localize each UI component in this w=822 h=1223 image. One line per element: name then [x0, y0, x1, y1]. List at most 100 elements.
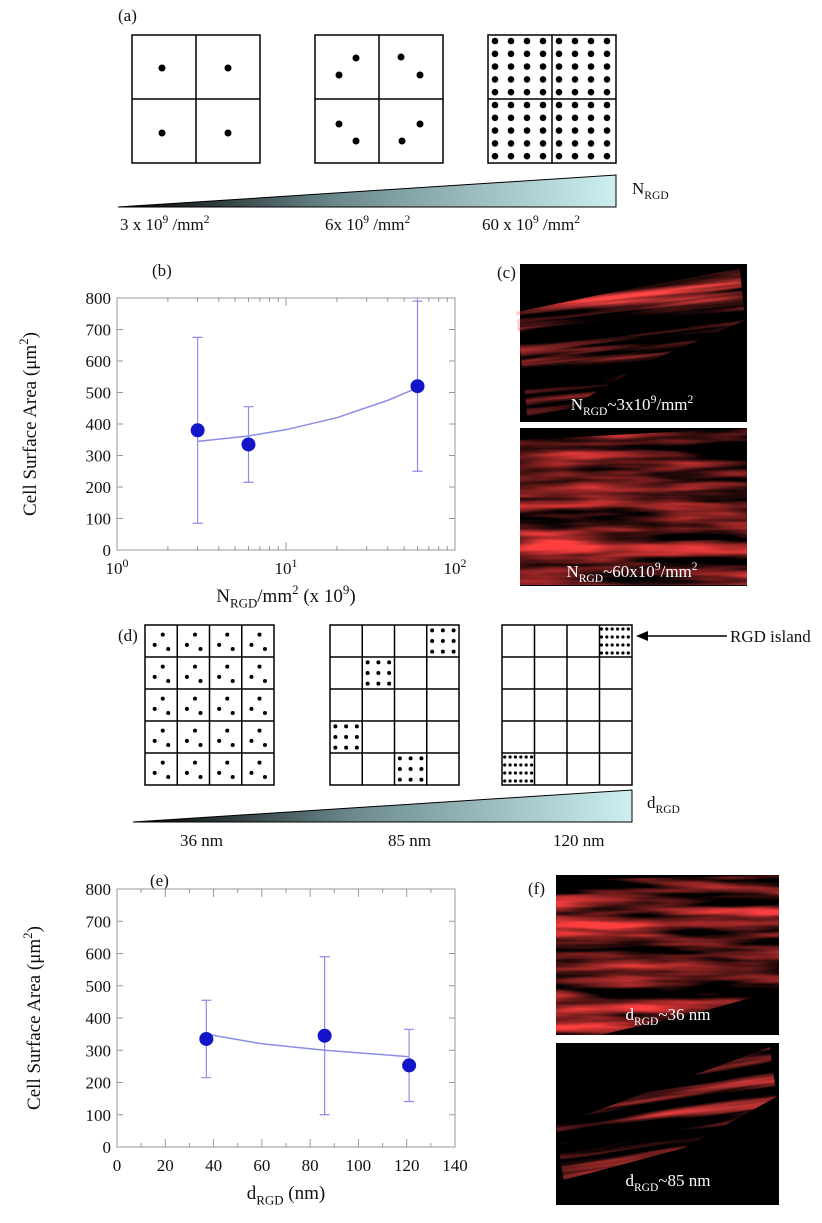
dot — [513, 779, 518, 783]
dot — [523, 127, 531, 134]
dot — [166, 679, 171, 683]
dot — [160, 664, 165, 669]
dot — [507, 152, 515, 160]
dot — [440, 639, 445, 643]
dot — [519, 755, 523, 759]
panel-label: (f) — [528, 879, 545, 898]
y-tick-label: 100 — [86, 510, 112, 529]
dot — [587, 88, 595, 96]
text-run: 9 — [651, 393, 657, 406]
dot — [555, 76, 563, 83]
text-run: N — [566, 562, 578, 581]
x-axis-label: dRGD (nm) — [247, 1183, 325, 1208]
dot — [491, 140, 499, 147]
dot — [610, 635, 614, 639]
dot — [555, 88, 563, 96]
x-tick-label: 120 — [394, 1156, 420, 1175]
dot — [603, 37, 611, 45]
dot — [539, 63, 547, 70]
dot — [397, 767, 402, 771]
y-tick-label: 400 — [86, 415, 112, 434]
dot — [225, 728, 230, 733]
fit-line — [197, 387, 418, 443]
dot — [571, 88, 579, 96]
dot — [519, 771, 523, 775]
dot — [160, 696, 165, 701]
text-run: (x 10 — [299, 586, 343, 607]
dot — [440, 649, 445, 654]
y-tick-label: 100 — [86, 1106, 112, 1125]
data-point — [317, 1028, 332, 1043]
dot — [519, 779, 523, 783]
dot — [430, 628, 435, 633]
dot — [491, 76, 499, 83]
y-tick-label: 600 — [86, 945, 112, 964]
dot — [587, 37, 595, 45]
dot — [419, 767, 424, 771]
dot — [571, 140, 579, 147]
dot — [184, 674, 189, 679]
dot — [524, 779, 528, 783]
gradient-label: dRGD — [647, 793, 680, 816]
dot — [529, 771, 534, 775]
y-tick-label: 200 — [86, 1074, 112, 1093]
y-tick-label: 500 — [86, 384, 112, 403]
dot — [571, 127, 579, 134]
dot — [225, 664, 230, 669]
dot — [587, 127, 595, 134]
dot — [365, 660, 370, 665]
text-run: /mm — [656, 395, 687, 414]
text-run: N — [571, 395, 583, 414]
dot — [603, 140, 611, 147]
x-tick-label-exponent: 2 — [461, 556, 467, 570]
dot — [524, 771, 528, 775]
dot — [539, 88, 547, 96]
dot — [354, 735, 359, 739]
dot — [539, 37, 547, 45]
x-tick-label-base: 10 — [106, 559, 123, 578]
photo-caption: NRGD~60x109/mm2 — [566, 560, 697, 585]
dot — [529, 779, 534, 783]
dot — [397, 53, 405, 61]
text-run: RGD — [230, 596, 257, 611]
dot — [451, 649, 456, 654]
dot — [523, 140, 531, 147]
photo-caption: dRGD~85 nm — [625, 1171, 710, 1194]
panel-label: (d) — [118, 626, 138, 645]
dot — [508, 779, 512, 783]
text-run: d — [647, 793, 656, 812]
chart-title: (e) — [150, 871, 169, 890]
dot — [507, 101, 515, 109]
dot — [230, 711, 235, 715]
dot — [603, 101, 611, 109]
dot — [626, 651, 630, 655]
dot — [257, 728, 262, 733]
dot — [571, 37, 579, 45]
dot — [621, 635, 625, 639]
dot — [224, 129, 232, 137]
x-tick-label: 80 — [302, 1156, 319, 1175]
text-run: N — [216, 586, 230, 607]
dot — [217, 642, 222, 647]
text-run: RGD — [634, 1181, 658, 1194]
dot — [198, 679, 203, 683]
dot — [539, 50, 547, 58]
dot — [344, 735, 349, 739]
dot — [257, 632, 262, 637]
text-run: ~36 nm — [658, 1005, 710, 1024]
photo-caption: NRGD~3x109/mm2 — [571, 393, 694, 418]
chart-title: (b) — [152, 261, 172, 280]
dot — [555, 37, 563, 45]
dot — [225, 760, 230, 765]
dot — [491, 152, 499, 160]
dot — [539, 101, 547, 109]
text-run: 2 — [574, 213, 580, 226]
text-run: 2 — [692, 560, 698, 573]
dot — [166, 647, 171, 651]
dot — [217, 706, 222, 711]
pattern-diagrams — [144, 624, 633, 786]
dot — [262, 775, 267, 779]
dot — [555, 63, 563, 70]
panel-label: (a) — [118, 6, 137, 25]
y-tick-label: 600 — [86, 352, 112, 371]
